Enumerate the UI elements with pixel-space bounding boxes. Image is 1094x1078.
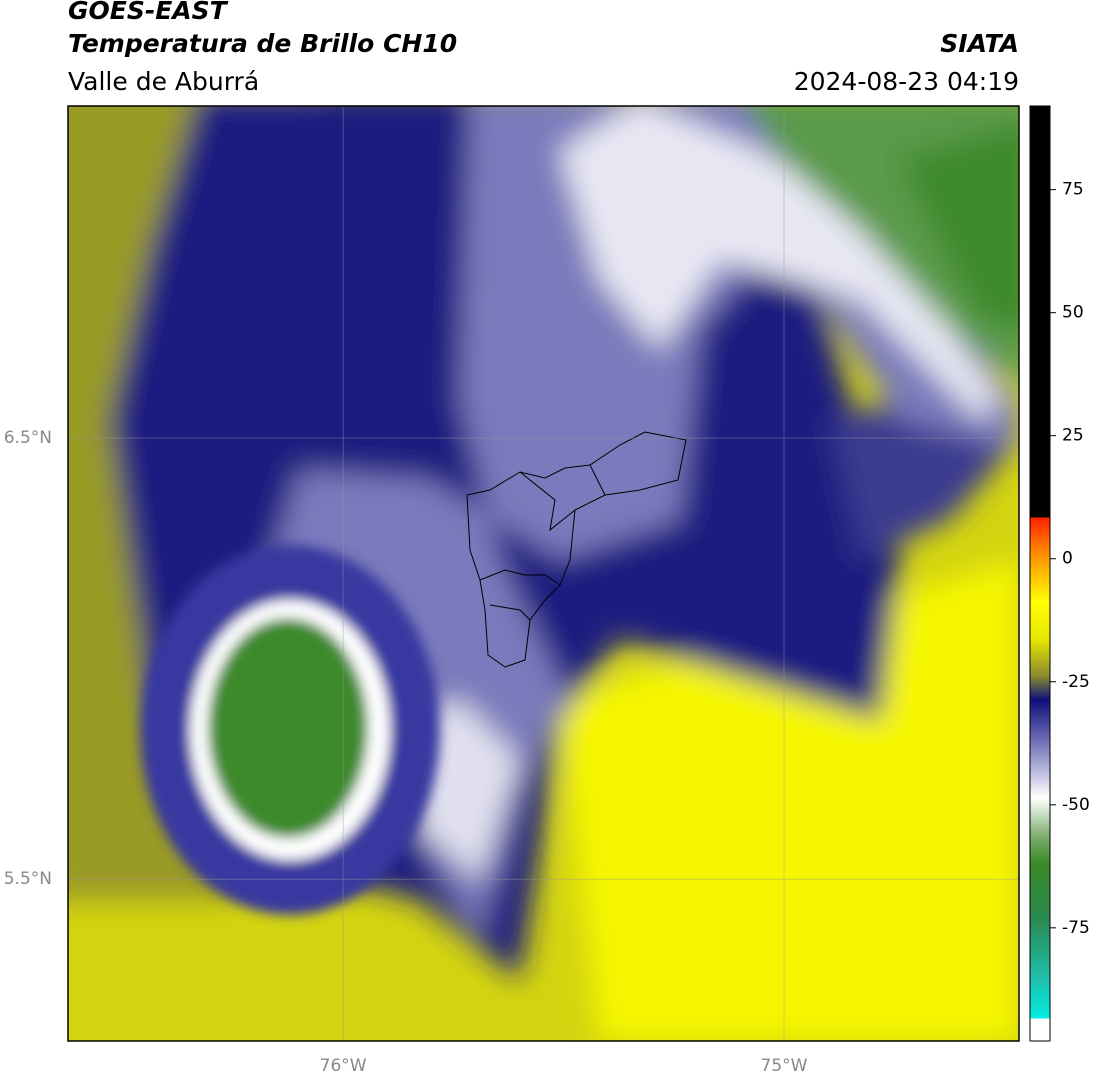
valley-outline bbox=[466, 431, 687, 668]
colorbar-tick-label: -50 bbox=[1062, 795, 1090, 815]
timestamp: 2024-08-23 04:19 bbox=[794, 67, 1019, 96]
colorbar-tick-label: -75 bbox=[1062, 918, 1090, 938]
map-frame bbox=[67, 105, 1020, 1042]
y-tick-label: 5.5°N bbox=[4, 869, 52, 889]
region: Valle de Aburrá bbox=[68, 67, 259, 96]
colorbar bbox=[1029, 105, 1051, 1042]
subtitle: Temperatura de Brillo CH10 bbox=[68, 29, 457, 58]
satellite-image bbox=[68, 106, 1019, 1041]
colorbar-tick-label: 0 bbox=[1062, 549, 1073, 569]
colorbar-tick-label: -25 bbox=[1062, 672, 1090, 692]
colorbar-tick-label: 25 bbox=[1062, 426, 1084, 446]
y-tick-label: 6.5°N bbox=[4, 428, 52, 448]
grid bbox=[68, 106, 1019, 1041]
colorbar-tick-label: 50 bbox=[1062, 303, 1084, 323]
colorbar-tick-label: 75 bbox=[1062, 180, 1084, 200]
source: SIATA bbox=[940, 29, 1019, 58]
x-tick-label: 75°W bbox=[761, 1056, 808, 1076]
x-tick-label: 76°W bbox=[320, 1056, 367, 1076]
title: GOES-EAST bbox=[68, 0, 229, 25]
